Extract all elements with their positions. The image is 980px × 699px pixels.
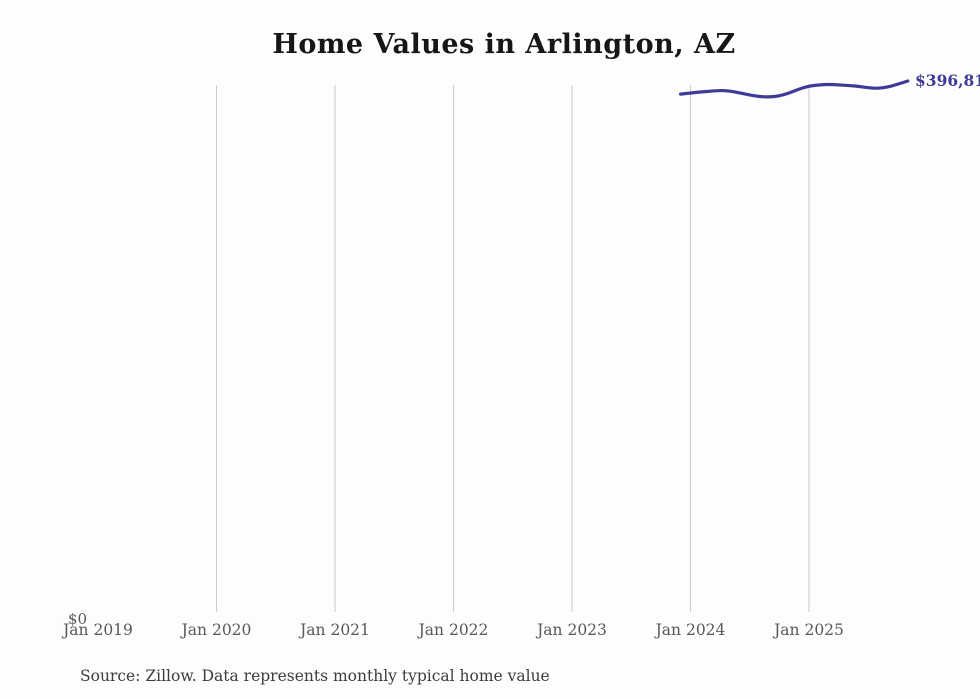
source-note: Source: Zillow. Data represents monthly …: [80, 667, 550, 685]
home-value-line: [679, 79, 910, 99]
x-tick-label: Jan 2023: [537, 621, 607, 639]
chart-title: Home Values in Arlington, AZ: [272, 29, 736, 60]
x-tick-label: Jan 2021: [300, 621, 370, 639]
x-tick-label: Jan 2024: [655, 621, 726, 639]
gridlines: [216, 85, 810, 612]
x-tick-label: Jan 2019: [63, 621, 133, 639]
line-end-value-label: $396,81: [915, 71, 980, 90]
x-tick-label: Jan 2020: [181, 621, 252, 639]
x-tick-label: Jan 2022: [418, 621, 489, 639]
y-axis-zero-label: $0: [68, 610, 88, 628]
x-tick-label: Jan 2025: [774, 621, 844, 639]
